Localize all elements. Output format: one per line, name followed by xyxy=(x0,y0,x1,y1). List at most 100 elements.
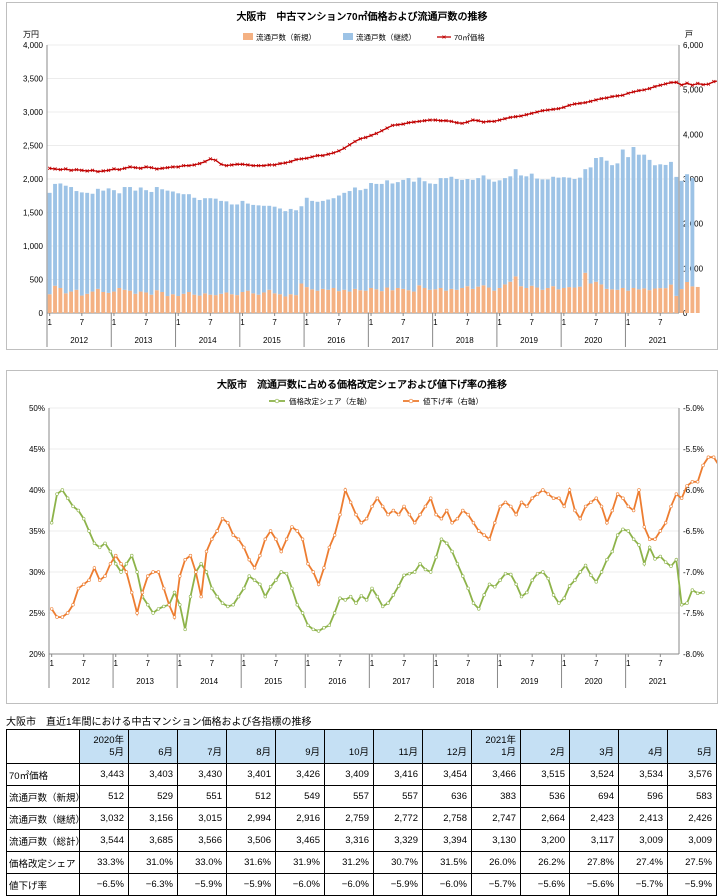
bar-new xyxy=(636,289,641,313)
column-month: 7月 xyxy=(207,746,222,758)
table-cell: 2,758 xyxy=(422,807,472,830)
chart-2-svg: 大阪市 流通戸数に占める価格改定シェアおよび値下げ率の推移 20% 25% 30% 35… xyxy=(29,378,722,688)
bar-continuing xyxy=(411,181,416,292)
x-month-label: 7 xyxy=(146,659,151,668)
bar-continuing xyxy=(652,165,657,289)
bar-new xyxy=(117,287,122,313)
point-discount xyxy=(690,480,695,484)
bar-new xyxy=(336,291,341,313)
point-share xyxy=(663,560,668,564)
point-price xyxy=(181,163,186,168)
bar-continuing xyxy=(347,191,352,292)
point-discount xyxy=(135,611,139,615)
point-share xyxy=(631,537,636,541)
point-discount xyxy=(172,615,177,619)
table-cell: 3,015 xyxy=(177,807,227,830)
point-discount xyxy=(215,529,219,533)
column-header: 11月 xyxy=(373,729,423,764)
point-discount xyxy=(82,582,86,587)
point-discount xyxy=(562,504,566,509)
column-header: 2020年 5月 xyxy=(79,729,129,764)
bar-new xyxy=(278,294,282,313)
bar-continuing xyxy=(138,187,143,292)
point-share xyxy=(290,586,294,591)
point-price xyxy=(128,165,132,169)
point-share xyxy=(450,549,454,554)
bar-new xyxy=(411,291,416,313)
point-discount xyxy=(87,578,91,582)
bar-continuing xyxy=(631,147,636,288)
point-price xyxy=(685,81,689,85)
point-discount xyxy=(359,521,364,525)
point-discount xyxy=(204,549,209,554)
bar-new xyxy=(315,290,320,313)
x-year-label: 2013 xyxy=(136,677,154,686)
bar-new xyxy=(428,289,432,313)
column-month: 5月 xyxy=(109,746,124,758)
y-tick-label-left: 45% xyxy=(29,445,45,454)
bar-continuing xyxy=(674,176,679,296)
point-discount xyxy=(407,512,412,517)
table-cell: 3,009 xyxy=(618,829,668,852)
column-header: 12月 xyxy=(422,729,472,764)
point-discount xyxy=(327,545,331,550)
y-tick-label-left: 0 xyxy=(39,309,44,318)
point-price xyxy=(545,108,550,112)
bar-new xyxy=(304,287,309,313)
bar-continuing xyxy=(663,164,668,289)
point-discount xyxy=(530,496,534,500)
point-share xyxy=(130,553,134,558)
point-price xyxy=(562,105,566,110)
point-share xyxy=(391,593,396,597)
bar-continuing xyxy=(160,189,165,293)
point-discount xyxy=(114,553,118,558)
table-cell: −5.7% xyxy=(471,873,521,896)
point-price xyxy=(203,159,207,164)
table-row: 価格改定シェア 33.3% 31.0% 33.0% 31.6% 31.9% 31.2% 30.… xyxy=(6,851,717,874)
table-cell: 3,465 xyxy=(275,829,325,852)
point-share xyxy=(418,562,422,566)
table-cell: 636 xyxy=(422,785,472,808)
bar-continuing xyxy=(122,187,127,290)
point-discount xyxy=(236,537,241,541)
point-share xyxy=(332,611,337,615)
point-discount xyxy=(226,521,230,525)
point-discount xyxy=(397,512,401,517)
column-year xyxy=(378,735,418,747)
bar-continuing xyxy=(90,193,95,292)
bar-continuing xyxy=(144,190,149,293)
bar-continuing xyxy=(390,183,395,291)
point-price xyxy=(278,161,282,166)
table-row: 値下げ率 −6.5% −6.3% −5.9% −5.9% −6.0% −6.0% −5.9% −… xyxy=(6,873,717,896)
column-month: 8月 xyxy=(256,746,271,758)
bar-new xyxy=(240,292,245,313)
table-cell: −6.0% xyxy=(324,873,374,896)
bar-new xyxy=(192,294,197,313)
point-share xyxy=(429,570,433,574)
table-cell: 557 xyxy=(373,785,423,808)
table-cell: 3,329 xyxy=(373,829,423,852)
point-discount xyxy=(290,525,294,529)
row-label: 流通戸数（新規） xyxy=(6,785,85,808)
bar-continuing xyxy=(551,176,556,287)
bar-continuing xyxy=(283,211,288,297)
point-share xyxy=(599,570,604,574)
x-month-label: 7 xyxy=(529,318,534,327)
table-cell: −6.0% xyxy=(422,873,472,896)
y-tick-label-left: 35% xyxy=(29,527,45,536)
point-discount xyxy=(685,484,689,488)
y-tick-label-right: -5.5% xyxy=(683,445,704,454)
bar-continuing xyxy=(588,167,593,284)
point-share xyxy=(477,607,481,611)
table-cell: −5.7% xyxy=(618,873,668,896)
point-discount xyxy=(284,537,289,541)
point-share xyxy=(658,554,663,559)
column-header: 4月 xyxy=(618,729,668,764)
column-header: 9月 xyxy=(275,729,325,764)
point-share xyxy=(455,562,460,566)
point-discount xyxy=(578,517,582,521)
y-tick-label-right: 4,000 xyxy=(683,130,704,139)
table-cell: 3,544 xyxy=(79,829,129,852)
table-row: 流通戸数（総計） 3,544 3,685 3,566 3,506 3,465 3,316 3,… xyxy=(6,829,717,852)
point-price xyxy=(669,80,673,85)
